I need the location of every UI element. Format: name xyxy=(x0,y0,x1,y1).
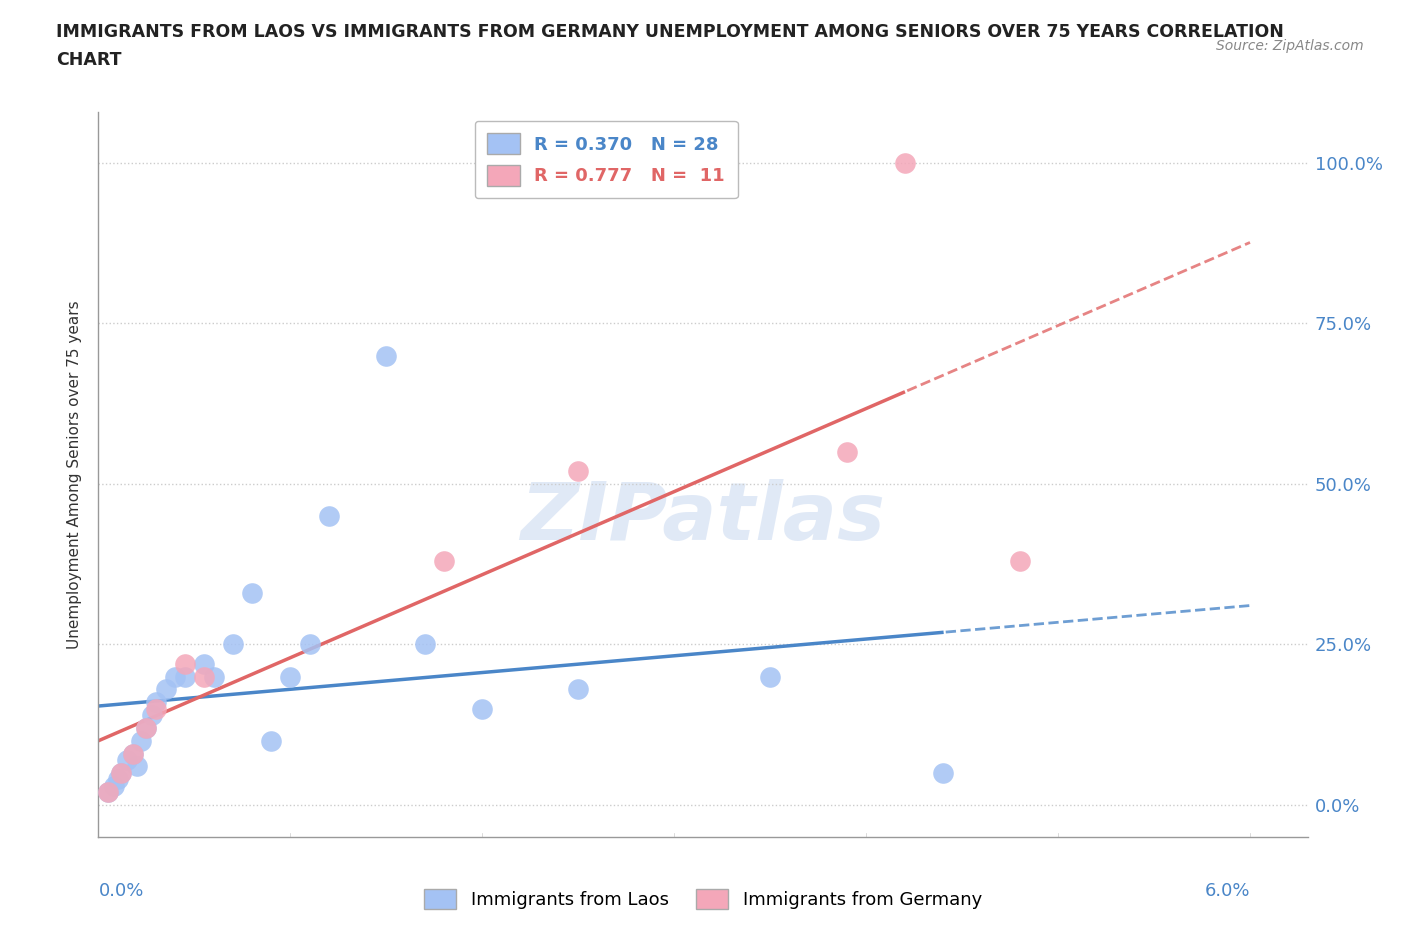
Point xyxy=(471,701,494,716)
Point xyxy=(413,637,436,652)
Point xyxy=(125,759,148,774)
Point xyxy=(110,765,132,780)
Point xyxy=(97,785,120,800)
Text: IMMIGRANTS FROM LAOS VS IMMIGRANTS FROM GERMANY UNEMPLOYMENT AMONG SENIORS OVER : IMMIGRANTS FROM LAOS VS IMMIGRANTS FROM … xyxy=(56,23,1284,41)
Point xyxy=(173,669,195,684)
Point xyxy=(145,695,167,710)
Text: Source: ZipAtlas.com: Source: ZipAtlas.com xyxy=(1216,39,1364,53)
Text: ZIPatlas: ZIPatlas xyxy=(520,479,886,557)
Point xyxy=(932,765,955,780)
Point xyxy=(173,657,195,671)
Point xyxy=(155,682,177,697)
Point xyxy=(567,464,589,479)
Legend: Immigrants from Laos, Immigrants from Germany: Immigrants from Laos, Immigrants from Ge… xyxy=(416,882,990,916)
Y-axis label: Unemployment Among Seniors over 75 years: Unemployment Among Seniors over 75 years xyxy=(67,300,83,648)
Point xyxy=(298,637,321,652)
Point xyxy=(115,752,138,767)
Point xyxy=(135,721,157,736)
Point xyxy=(433,553,456,568)
Point xyxy=(122,746,145,761)
Point xyxy=(103,778,125,793)
Point xyxy=(129,733,152,748)
Legend: R = 0.370   N = 28, R = 0.777   N =  11: R = 0.370 N = 28, R = 0.777 N = 11 xyxy=(475,121,738,198)
Text: CHART: CHART xyxy=(56,51,122,69)
Point xyxy=(97,785,120,800)
Point xyxy=(110,765,132,780)
Point xyxy=(141,708,163,723)
Point xyxy=(145,701,167,716)
Point xyxy=(318,509,340,524)
Text: 6.0%: 6.0% xyxy=(1205,882,1250,900)
Point xyxy=(193,657,215,671)
Point xyxy=(193,669,215,684)
Point xyxy=(260,733,283,748)
Point xyxy=(280,669,302,684)
Point xyxy=(107,772,129,787)
Point xyxy=(165,669,187,684)
Point xyxy=(1008,553,1031,568)
Point xyxy=(122,746,145,761)
Point xyxy=(375,348,398,363)
Point xyxy=(135,721,157,736)
Point xyxy=(202,669,225,684)
Point xyxy=(567,682,589,697)
Point xyxy=(240,586,263,601)
Text: 0.0%: 0.0% xyxy=(98,882,143,900)
Point xyxy=(759,669,782,684)
Point xyxy=(893,155,915,170)
Point xyxy=(835,445,858,459)
Point xyxy=(222,637,245,652)
